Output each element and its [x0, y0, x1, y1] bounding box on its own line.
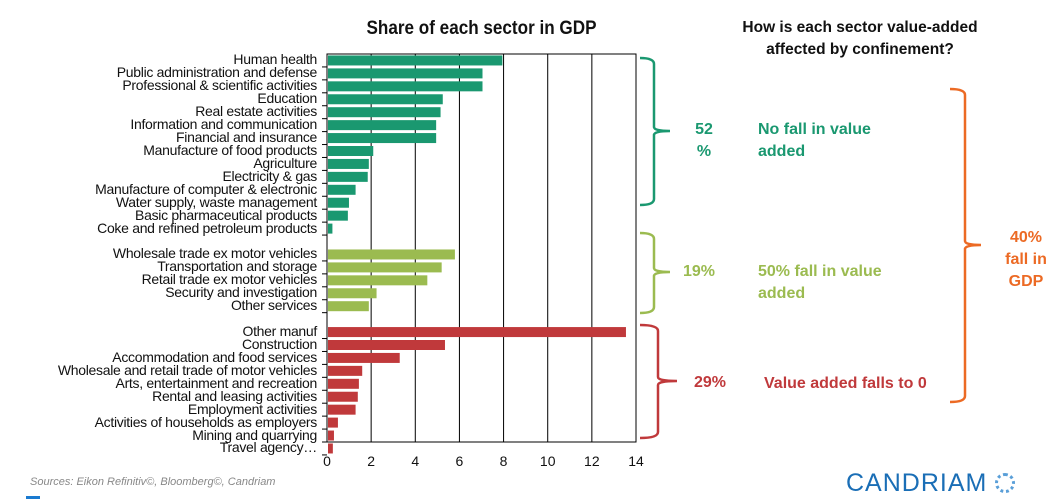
- category-label: Transportation and storage: [157, 258, 317, 275]
- category-label: Retail trade ex motor vehicles: [141, 271, 318, 288]
- category-label: Arts, entertainment and recreation: [115, 374, 318, 391]
- bar: [328, 365, 363, 376]
- bar: [328, 404, 356, 415]
- bar: [328, 68, 483, 79]
- bar: [328, 146, 374, 156]
- bar: [328, 288, 377, 299]
- bar: [328, 262, 442, 273]
- category-label: Construction: [242, 336, 317, 352]
- category-label: Financial and insurance: [176, 129, 317, 146]
- bar: [328, 120, 437, 131]
- green-description: No fall in value added: [758, 121, 871, 160]
- category-label: Electricity & gas: [222, 167, 318, 184]
- red-bracket: [639, 323, 678, 440]
- bar: [328, 327, 626, 338]
- lime-share: 19%: [683, 263, 716, 280]
- category-label: Rental and leasing activities: [152, 387, 317, 404]
- bar: [328, 55, 503, 66]
- bar: [328, 107, 441, 118]
- x-tick-label: 4: [411, 453, 420, 469]
- bar: [328, 197, 349, 208]
- x-tick-label: 12: [584, 453, 600, 469]
- bar: [328, 378, 359, 389]
- bar: [328, 210, 348, 221]
- x-tick-label: 0: [323, 453, 331, 469]
- bar: [328, 223, 333, 234]
- category-label: Travel agency…: [219, 439, 318, 456]
- category-label: Other services: [230, 297, 317, 314]
- bar: [328, 352, 400, 363]
- gdp-fall-total: 40% fall in GDP: [1005, 229, 1047, 290]
- plot-frame: [326, 53, 637, 443]
- green-bracket: [639, 56, 671, 207]
- red-share: 29%: [694, 374, 727, 391]
- x-tick-label: 6: [455, 453, 464, 469]
- bar: [328, 430, 334, 441]
- x-tick-label: 10: [539, 453, 556, 469]
- category-label: Human health: [233, 51, 317, 68]
- category-label: Mining and quarrying: [192, 426, 317, 443]
- category-label: Basic pharmaceutical products: [135, 206, 317, 223]
- orange-bracket: [949, 87, 982, 404]
- category-label: Manufacture of food products: [143, 142, 317, 158]
- category-label: Employment activities: [187, 400, 317, 417]
- bar: [328, 443, 333, 454]
- logo-emblem-icon: [995, 473, 1016, 493]
- bar: [328, 171, 368, 182]
- category-label: Water supply, waste management: [115, 193, 317, 210]
- category-label: Education: [257, 90, 317, 107]
- bar: [328, 94, 443, 105]
- source-note: Sources: Eikon Refinitiv©, Bloomberg©, C…: [30, 476, 276, 488]
- question-heading: How is each sector value-added affected …: [742, 19, 978, 58]
- bar: [328, 275, 428, 286]
- x-tick-label: 14: [628, 453, 644, 469]
- x-tick-label: 2: [367, 453, 376, 469]
- bar: [328, 184, 356, 195]
- category-label: Real estate activities: [195, 103, 317, 120]
- category-label: Wholesale and retail trade of motor vehi…: [57, 361, 317, 378]
- accent-bar: [26, 496, 40, 499]
- bar: [328, 417, 338, 428]
- category-label: Accommodation and food services: [112, 348, 317, 365]
- chart-title: Share of each sector in GDP: [366, 18, 597, 39]
- category-label: Professional & scientific activities: [122, 77, 317, 94]
- category-label: Public administration and defense: [116, 64, 318, 81]
- category-label: Activities of households as employers: [94, 413, 318, 430]
- x-tick-label: 8: [499, 453, 508, 469]
- lime-description: 50% fall in value added: [758, 263, 882, 302]
- bar: [328, 391, 358, 402]
- category-label: Other manuf: [242, 323, 317, 340]
- bar: [328, 340, 445, 350]
- category-label: Manufacture of computer & electronic: [95, 180, 317, 197]
- logo-text: CANDRIAM: [846, 469, 988, 497]
- lime-bracket: [639, 231, 671, 315]
- bar: [328, 301, 369, 312]
- green-share: 52 %: [695, 121, 713, 160]
- red-description: Value added falls to 0: [764, 375, 927, 392]
- bar: [328, 81, 483, 92]
- category-label: Security and investigation: [165, 284, 317, 301]
- category-label: Information and communication: [130, 116, 317, 133]
- category-label: Wholesale trade ex motor vehicles: [112, 245, 317, 262]
- category-label: Coke and refined petroleum products: [97, 219, 317, 236]
- bar: [328, 158, 369, 169]
- bar: [328, 249, 455, 260]
- bar: [328, 133, 437, 144]
- candriam-logo: CANDRIAM: [846, 469, 1016, 498]
- category-label: Agriculture: [253, 154, 317, 171]
